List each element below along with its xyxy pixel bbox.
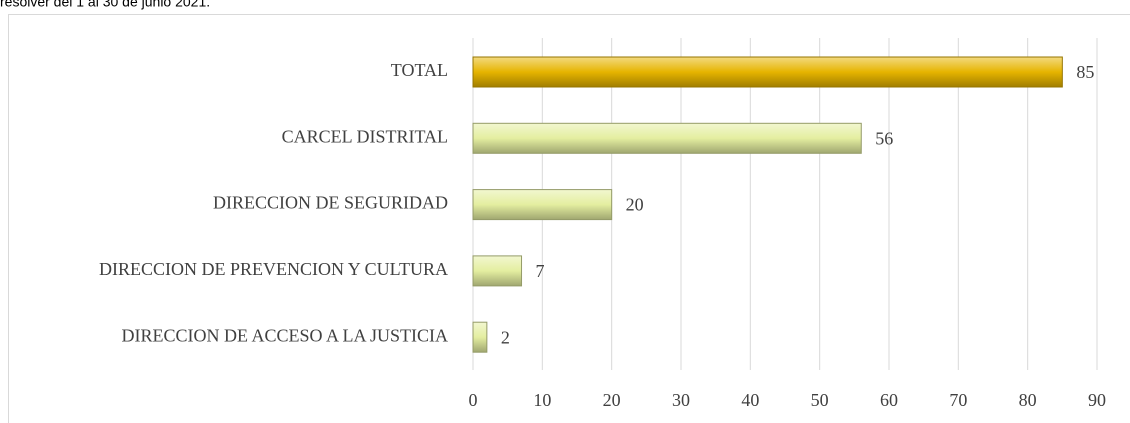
subtitle: resolver del 1 al 30 de junio 2021. — [0, 0, 210, 10]
x-tick-label: 40 — [741, 390, 759, 410]
x-tick-label: 20 — [603, 390, 621, 410]
y-tick-label: DIRECCION DE PREVENCION Y CULTURA — [99, 259, 448, 279]
bar — [472, 189, 613, 221]
bar — [472, 255, 523, 287]
y-tick-label: DIRECCION DE ACCESO A LA JUSTICIA — [121, 325, 448, 345]
data-label: 85 — [1076, 62, 1094, 82]
data-label: 7 — [536, 261, 545, 281]
bar — [472, 321, 488, 353]
x-tick-label: 10 — [533, 390, 551, 410]
bar — [472, 122, 862, 154]
y-tick-label: TOTAL — [391, 60, 448, 80]
chart-frame — [8, 14, 1130, 423]
y-tick-label: DIRECCION DE SEGURIDAD — [213, 193, 448, 213]
data-label: 20 — [626, 195, 644, 215]
x-tick-label: 0 — [469, 390, 478, 410]
x-tick-label: 70 — [949, 390, 967, 410]
bar — [472, 56, 1063, 88]
data-label: 2 — [501, 327, 510, 347]
x-tick-label: 30 — [672, 390, 690, 410]
y-tick-label: CARCEL DISTRITAL — [282, 126, 448, 146]
x-tick-label: 60 — [880, 390, 898, 410]
x-tick-label: 80 — [1019, 390, 1037, 410]
data-label: 56 — [875, 128, 893, 148]
x-tick-label: 50 — [811, 390, 829, 410]
x-tick-label: 90 — [1088, 390, 1106, 410]
